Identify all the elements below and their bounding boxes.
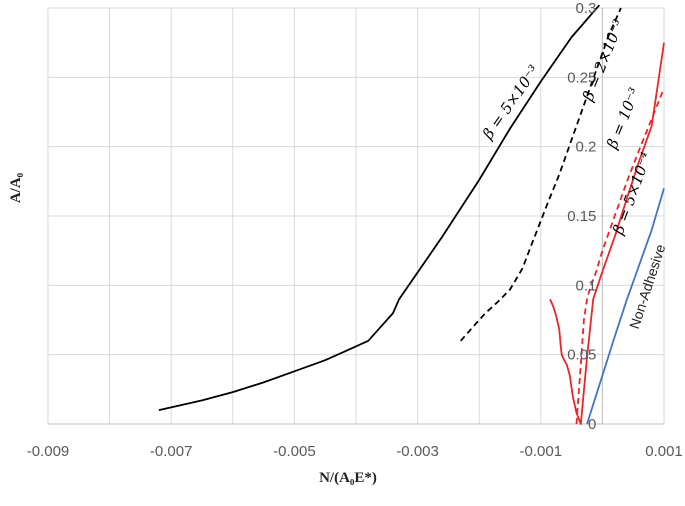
- y-tick-label: 0.05: [567, 347, 596, 364]
- y-axis-label-text: A/A₀: [8, 172, 24, 203]
- y-tick-label: 0.1: [576, 277, 597, 294]
- x-tick-label: -0.003: [396, 443, 439, 460]
- y-tick-label: 0.2: [576, 139, 597, 156]
- y-axis-label: A/A₀: [8, 172, 24, 203]
- x-tick-label: -0.005: [273, 443, 316, 460]
- series-line-0: [158, 4, 600, 411]
- curve-label-group-2: β = 10⁻³: [603, 85, 644, 152]
- curve-label-group-0: β = 5×10⁻³: [478, 62, 543, 144]
- curve-label-2: β = 10⁻³: [603, 85, 644, 152]
- curve-label-3: β = 5×10⁻⁴: [609, 150, 656, 238]
- curve-label-0: β = 5×10⁻³: [478, 62, 543, 144]
- series-line-3: [575, 90, 664, 425]
- y-tick-label: 0.3: [576, 0, 597, 17]
- y-tick-label: 0.15: [567, 208, 596, 225]
- curve-label-group-1: β = 2×10⁻³: [579, 17, 628, 104]
- curve-label-group-3: β = 5×10⁻⁴: [609, 150, 656, 238]
- series-line-2: [549, 42, 665, 425]
- x-tick-label: -0.001: [520, 443, 563, 460]
- curve-label-layer: β = 5×10⁻³ β = 2×10⁻³β = 10⁻³β = 5×10⁻⁴No…: [478, 17, 668, 331]
- x-tick-label: -0.009: [27, 443, 70, 460]
- series-line-1: [460, 7, 622, 342]
- x-axis-label: N/(A₀E*): [319, 470, 377, 486]
- x-tick-label: 0.001: [645, 443, 683, 460]
- y-tick-label: 0.25: [567, 69, 596, 86]
- curve-label-1: β = 2×10⁻³: [579, 17, 628, 104]
- series-layer: [158, 4, 665, 425]
- y-tick-label: 0: [588, 416, 596, 433]
- x-tick-label: -0.007: [150, 443, 193, 460]
- series-line-4: [586, 188, 665, 425]
- tick-layer: -0.009 -0.007 -0.005 -0.003 -0.001 0.001 0 0.05…: [27, 0, 683, 460]
